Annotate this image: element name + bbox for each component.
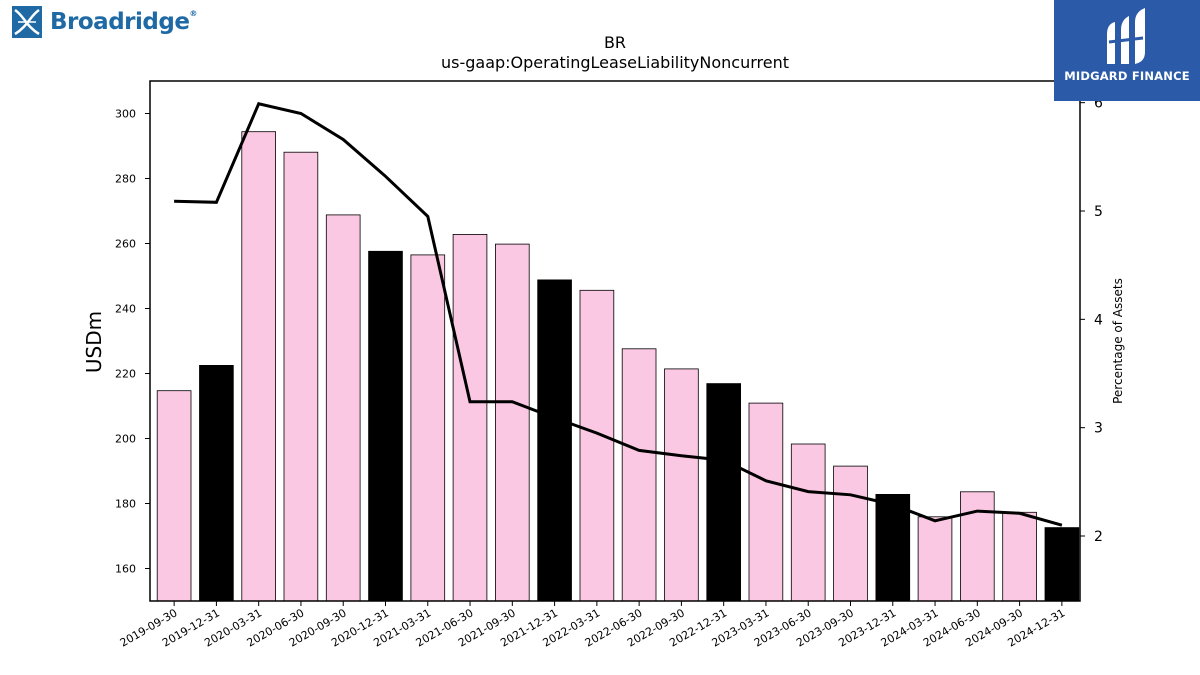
percentage-line [174,102,1063,527]
bar-2022-06-30 [621,348,657,602]
bar-2020-12-31 [368,250,403,602]
bar-2023-12-31 [875,493,911,602]
y2-tick-label: 3 [1094,421,1103,437]
bar-2020-06-30 [283,151,319,602]
bar-2021-06-30 [452,233,488,602]
chart-subtitle: us-gaap:OperatingLeaseLiabilityNoncurren… [441,53,789,72]
y-axis-right: 2 3 4 5 6 [1080,96,1103,545]
bar-2024-09-30 [1002,511,1037,602]
bar-2023-06-30 [790,443,826,602]
bar-2021-03-31 [410,254,446,602]
bar-2024-12-31 [1044,527,1080,602]
y2-tick-label: 5 [1094,204,1103,220]
bar-2020-03-31 [241,131,277,602]
broadridge-logo-text: Broadridge® [50,9,197,35]
y2-tick-label: 6 [1094,96,1103,112]
y-tick-label: 240 [115,303,136,316]
bar-2020-09-30 [325,214,361,602]
midgard-logo-text: MIDGARD FINANCE [1064,69,1190,83]
y2-tick-label: 2 [1094,529,1103,545]
x-axis: 2019-09-302019-12-312020-03-312020-06-30… [118,601,1067,650]
broadridge-logo: Broadridge® [12,6,197,42]
y-axis-left: 160 180 200 220 240 260 280 300 [115,108,150,576]
bar-2024-06-30 [960,491,995,602]
bar-2022-09-30 [664,368,699,602]
y-tick-label: 160 [115,563,136,576]
bar-2021-12-31 [537,279,572,602]
bar-2019-12-31 [199,364,234,602]
chart-title: BR [604,33,626,52]
bar-2021-09-30 [494,243,530,602]
y2-tick-label: 4 [1094,312,1103,328]
y-tick-label: 200 [115,433,136,446]
bars-group [156,131,1080,602]
y2-axis-label: Percentage of Assets [1111,278,1125,404]
y-axis-label: USDm [82,311,106,373]
broadridge-logo-icon [12,6,42,38]
bar-2022-12-31 [706,383,741,602]
bar-2022-03-31 [579,289,615,602]
bar-2024-03-31 [917,516,953,602]
bar-2023-03-31 [748,402,784,602]
bar-2019-09-30 [156,390,192,602]
midgard-finance-logo: MIDGARD FINANCE [1054,0,1200,101]
y-tick-label: 180 [115,498,136,511]
midgard-logo-icon [1107,8,1145,64]
y-tick-label: 300 [115,108,136,121]
plot-frame [149,80,1081,602]
y-tick-label: 220 [115,368,136,381]
y-tick-label: 260 [115,238,136,251]
y-tick-label: 280 [115,173,136,186]
bar-2023-09-30 [833,465,868,602]
